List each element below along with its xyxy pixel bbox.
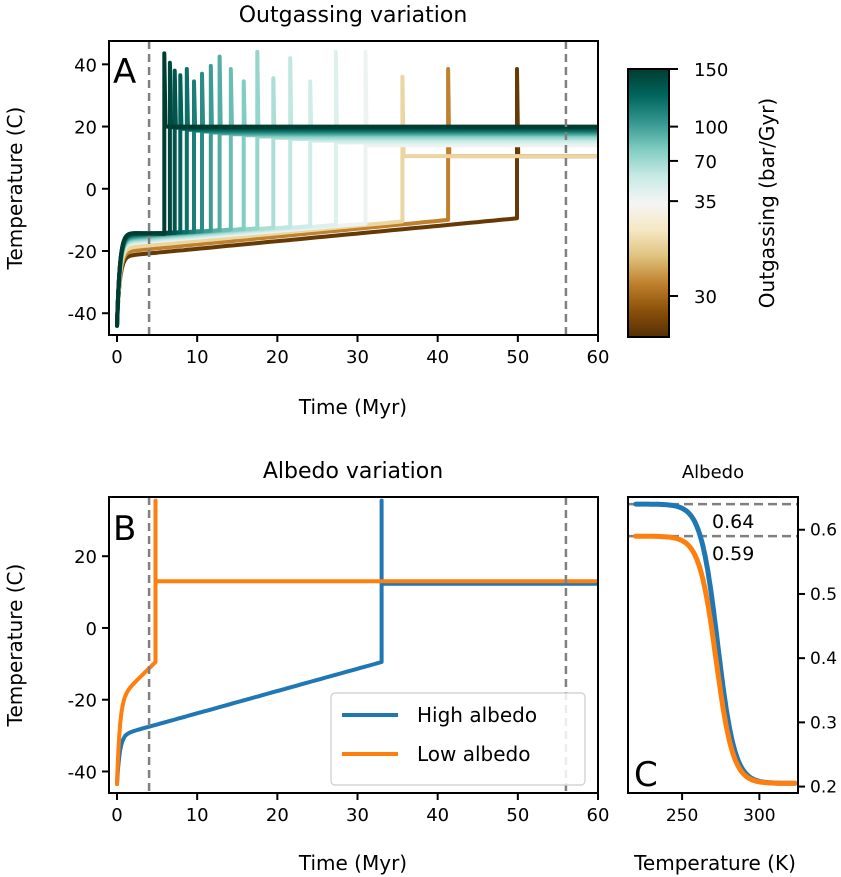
panel-a: Outgassing variation A 0 10 20 30 40 50 60 -40 -… xyxy=(3,3,609,419)
panel-a-plot-area xyxy=(115,41,598,335)
panel-a-title: Outgassing variation xyxy=(239,3,468,28)
x-tick-label: 250 xyxy=(666,806,698,826)
colorbar-label: Outgassing (bar/Gyr) xyxy=(755,98,779,308)
series-line-outgassing-14 xyxy=(115,79,598,328)
hline-label: 0.59 xyxy=(712,543,754,565)
x-tick-label: 30 xyxy=(346,805,369,826)
series-line-outgassing-10 xyxy=(115,79,598,328)
series-line-outgassing-17 xyxy=(115,74,598,328)
panel-b: Albedo variation B 0 10 20 30 40 50 60 -40 -20 0 2… xyxy=(3,459,609,875)
panel-b-axes: 0 10 20 30 40 50 60 -40 -20 0 20 xyxy=(68,547,610,826)
panel-c-axes: 250 300 0.2 0.3 0.4 0.5 0.6 0.64 0.59 xyxy=(666,511,837,826)
colorbar-tick-label: 35 xyxy=(694,192,717,213)
x-tick-label: 50 xyxy=(506,347,529,368)
legend-label-high-albedo: High albedo xyxy=(417,703,537,727)
y-tick-label: 0 xyxy=(86,180,97,201)
series-line-outgassing-4 xyxy=(115,67,598,328)
y-tick-label: -20 xyxy=(68,691,97,712)
legend-label-low-albedo: Low albedo xyxy=(417,742,531,766)
x-tick-label: 20 xyxy=(266,805,289,826)
panel-b-legend: High albedo Low albedo xyxy=(330,692,586,786)
panel-b-title: Albedo variation xyxy=(263,459,443,484)
y-tick-label: 0.5 xyxy=(810,585,837,605)
y-tick-label: 0.6 xyxy=(810,521,837,541)
panel-b-ylabel: Temperature (C) xyxy=(3,564,27,728)
y-tick-label: -20 xyxy=(68,242,97,263)
panel-a-ylabel: Temperature (C) xyxy=(3,107,27,271)
series-line-outgassing-16 xyxy=(115,49,598,328)
y-tick-label: 0.2 xyxy=(810,778,837,798)
colorbar-tick-label: 30 xyxy=(694,287,717,308)
series-line-outgassing-19 xyxy=(115,67,598,328)
panel-c-plot-area xyxy=(628,501,798,786)
series-line-outgassing-2 xyxy=(115,68,598,328)
panel-b-label: B xyxy=(113,509,136,549)
series-line-outgassing-3 xyxy=(115,73,598,328)
x-tick-label: 0 xyxy=(111,347,122,368)
panel-a-axes: 0 10 20 30 40 50 60 -40 -20 0 20 40 xyxy=(68,55,610,368)
panel-a-xlabel: Time (Myr) xyxy=(298,395,407,419)
panel-c-title: Albedo xyxy=(682,462,744,483)
panel-b-plot-area xyxy=(115,497,598,793)
series-line-high-albedo xyxy=(115,498,598,786)
x-tick-label: 40 xyxy=(426,347,449,368)
albedo-curve-low-albedo xyxy=(633,533,798,786)
colorbar-tick-label: 70 xyxy=(694,152,717,173)
panel-c-xlabel: Temperature (K) xyxy=(633,851,796,875)
series-line-outgassing-13 xyxy=(115,56,598,328)
colorbar: 150 100 70 35 30 Outgassing (bar/Gyr) xyxy=(627,60,779,338)
x-tick-label: 50 xyxy=(506,805,529,826)
series-line-outgassing-15 xyxy=(115,49,598,328)
series-line-outgassing-8 xyxy=(115,54,598,328)
x-tick-label: 10 xyxy=(186,805,209,826)
colorbar-ticks: 150 100 70 35 30 xyxy=(669,60,728,308)
x-tick-label: 0 xyxy=(111,805,122,826)
x-tick-label: 20 xyxy=(266,347,289,368)
x-tick-label: 10 xyxy=(186,347,209,368)
colorbar-tick-label: 100 xyxy=(694,118,728,139)
series-line-outgassing-11 xyxy=(115,49,598,328)
series-line-outgassing-9 xyxy=(115,67,598,328)
y-tick-label: 0.4 xyxy=(810,649,837,669)
panel-b-xlabel: Time (Myr) xyxy=(298,851,407,875)
panel-c-frame xyxy=(627,496,799,794)
x-tick-label: 40 xyxy=(426,805,449,826)
hline-label: 0.64 xyxy=(712,511,754,533)
series-line-outgassing-18 xyxy=(115,67,598,328)
x-tick-label: 30 xyxy=(346,347,369,368)
series-line-outgassing-1 xyxy=(115,60,598,328)
series-line-outgassing-12 xyxy=(115,76,598,328)
y-tick-label: 0.3 xyxy=(810,713,837,733)
colorbar-gradient xyxy=(627,68,670,338)
y-tick-label: -40 xyxy=(68,304,97,325)
x-tick-label: 60 xyxy=(587,805,610,826)
x-tick-label: 300 xyxy=(743,806,775,826)
y-tick-label: 20 xyxy=(74,118,97,139)
panel-c-label: C xyxy=(634,755,658,795)
panel-a-label: A xyxy=(113,52,136,92)
x-tick-label: 60 xyxy=(587,347,610,368)
panel-b-frame xyxy=(108,496,599,794)
panel-c: Albedo C 250 300 0.2 0.3 0.4 0.5 0.6 0.64 0.59 T… xyxy=(627,462,837,875)
series-line-outgassing-5 xyxy=(115,79,598,328)
series-line-outgassing-6 xyxy=(115,71,598,328)
y-tick-label: -40 xyxy=(68,762,97,783)
colorbar-tick-label: 150 xyxy=(694,60,728,81)
y-tick-label: 40 xyxy=(74,55,97,76)
y-tick-label: 0 xyxy=(86,619,97,640)
y-tick-label: 20 xyxy=(74,547,97,568)
series-line-low-albedo xyxy=(115,498,598,786)
series-line-outgassing-0 xyxy=(115,51,598,328)
series-line-outgassing-7 xyxy=(115,63,598,328)
